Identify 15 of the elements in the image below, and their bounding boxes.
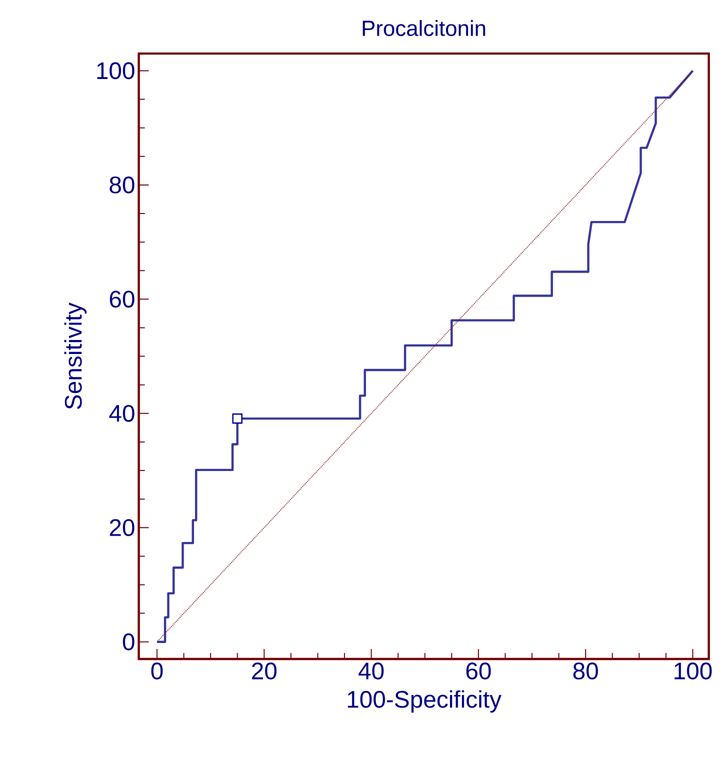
y-tick-label: 100	[97, 62, 134, 80]
x-tick-label: 80	[573, 662, 598, 680]
x-tick-label: 100	[674, 662, 712, 680]
x-tick-label: 40	[358, 662, 384, 680]
y-axis-title: Sensitivity	[64, 302, 87, 410]
y-tick-label: 40	[109, 404, 134, 422]
x-axis-title: 100-Specificity	[348, 690, 502, 713]
chart-title: Procalcitonin	[362, 20, 486, 36]
y-tick-label: 20	[110, 519, 134, 536]
y-tick-label: 60	[110, 290, 134, 308]
x-tick-label: 0	[151, 662, 163, 680]
x-tick-label: 60	[466, 662, 491, 680]
y-tick-label: 0	[122, 633, 134, 650]
y-tick-label: 80	[110, 176, 134, 194]
x-tick-label: 20	[252, 662, 277, 680]
